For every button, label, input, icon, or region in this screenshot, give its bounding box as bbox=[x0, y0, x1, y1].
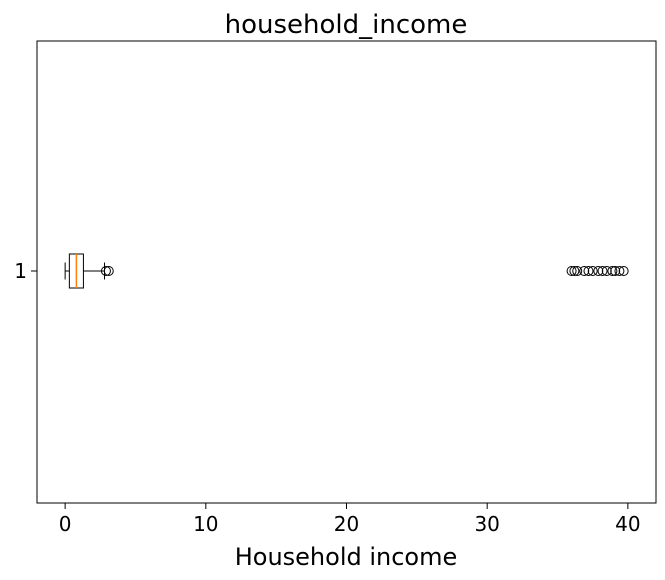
plot-frame bbox=[36, 40, 657, 504]
outlier-point bbox=[566, 266, 577, 276]
outlier-point bbox=[618, 266, 629, 276]
x-tick-label: 40 bbox=[615, 512, 640, 536]
y-tick-label: 1 bbox=[14, 259, 27, 283]
x-axis: 0 10 20 30 40 bbox=[59, 503, 641, 536]
outlier-point bbox=[579, 266, 590, 276]
outlier-point bbox=[569, 266, 580, 276]
plot-area bbox=[36, 40, 657, 504]
outlier-point bbox=[587, 266, 598, 276]
outlier-point bbox=[601, 266, 612, 276]
outlier-point bbox=[597, 266, 608, 276]
x-tick-label: 30 bbox=[474, 512, 499, 536]
outlier-point bbox=[583, 266, 594, 276]
outlier-point bbox=[572, 266, 583, 276]
x-tick-label: 20 bbox=[334, 512, 359, 536]
outlier-point bbox=[100, 266, 111, 276]
y-axis: 1 bbox=[14, 259, 37, 283]
x-axis-label: Household income bbox=[235, 543, 458, 571]
outlier-point bbox=[593, 266, 604, 276]
chart-title: household_income bbox=[225, 10, 468, 40]
outlier-point bbox=[607, 266, 618, 276]
outlier-point bbox=[103, 266, 114, 276]
outlier-point bbox=[610, 266, 621, 276]
x-tick-label: 0 bbox=[59, 512, 72, 536]
x-tick-label: 10 bbox=[193, 512, 218, 536]
outlier-point bbox=[614, 266, 625, 276]
